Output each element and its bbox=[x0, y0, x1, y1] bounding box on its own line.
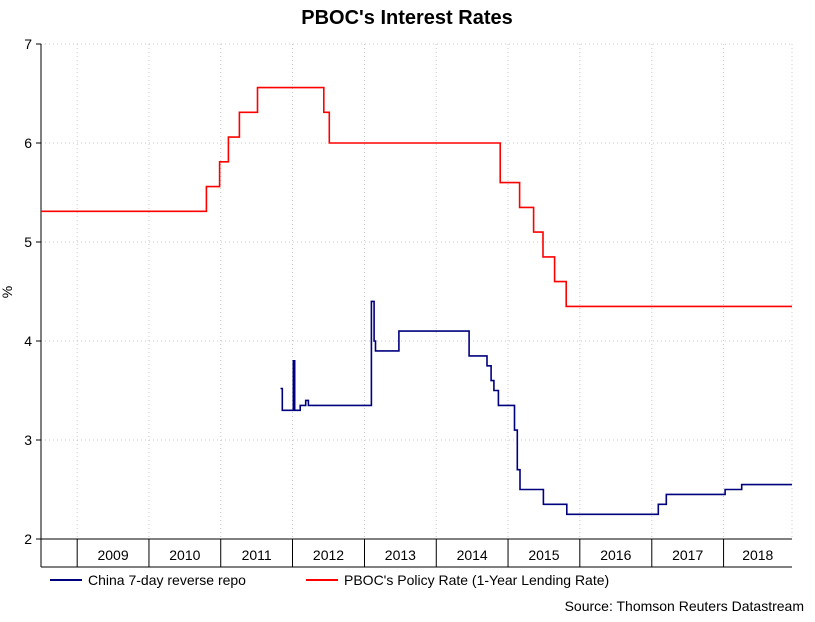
x-tick-label: 2010 bbox=[169, 547, 200, 563]
y-tick-label: 7 bbox=[24, 36, 32, 52]
y-tick-label: 6 bbox=[24, 135, 32, 151]
y-tick-label: 5 bbox=[24, 234, 32, 250]
x-tick-label: 2011 bbox=[242, 547, 272, 563]
x-tick-label: 2015 bbox=[528, 547, 559, 563]
x-tick-label: 2017 bbox=[672, 547, 703, 563]
series-line-policy-rate bbox=[41, 86, 792, 308]
y-tick-label: 2 bbox=[24, 531, 32, 547]
series-line-reverse-repo bbox=[280, 300, 792, 516]
legend-label: China 7-day reverse repo bbox=[88, 572, 246, 588]
y-tick-label: 3 bbox=[24, 432, 32, 448]
x-tick-label: 2012 bbox=[313, 547, 344, 563]
legend-label: PBOC's Policy Rate (1-Year Lending Rate) bbox=[344, 572, 609, 588]
series-layer bbox=[41, 86, 792, 516]
chart-title: PBOC's Interest Rates bbox=[301, 7, 513, 29]
y-axis-label: % bbox=[0, 286, 15, 298]
x-tick-label: 2016 bbox=[600, 547, 631, 563]
y-tick-label: 4 bbox=[24, 333, 32, 349]
source-note: Source: Thomson Reuters Datastream bbox=[565, 598, 804, 614]
grid-layer bbox=[41, 43, 793, 539]
x-tick-label: 2009 bbox=[97, 547, 128, 563]
x-tick-label: 2013 bbox=[385, 547, 416, 563]
x-tick-label: 2018 bbox=[742, 547, 773, 563]
x-tick-label: 2014 bbox=[457, 547, 488, 563]
axis-layer: 2 3 4 5 6 7 2009 2010 2011 2012 2013 2014 2015 2016 20… bbox=[24, 36, 792, 568]
legend: China 7-day reverse repo PBOC's Policy Ra… bbox=[50, 572, 609, 588]
